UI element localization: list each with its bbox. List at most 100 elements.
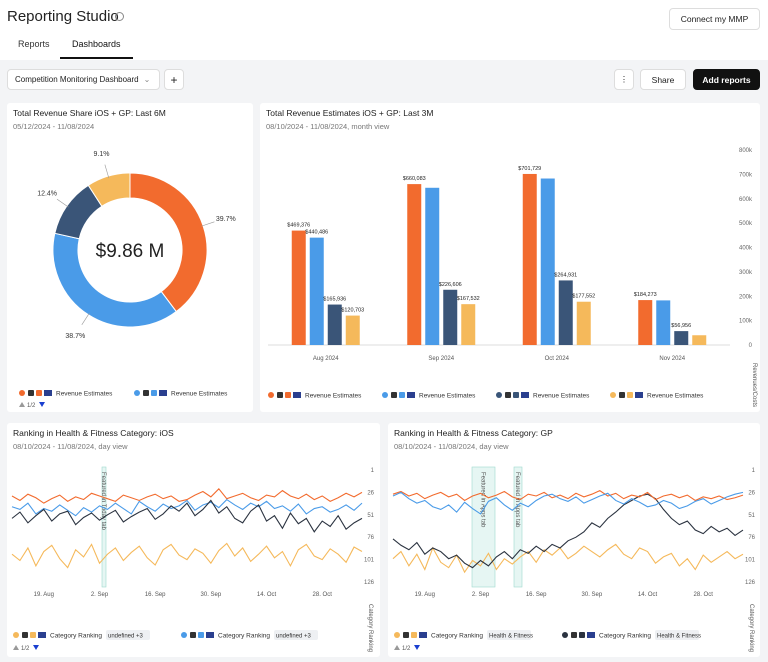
value-label: $440,486 [305,230,328,236]
app-icon [579,632,585,638]
leader-line [81,312,90,325]
x-tick-label: 28. Oct [313,592,333,598]
y-tick-label: 51 [748,513,755,519]
bar [540,178,555,345]
bar [345,315,360,345]
legend-dot [496,392,502,398]
y-tick-label: 0 [749,343,753,349]
info-icon[interactable] [115,12,124,21]
legend-page: 1/2 [21,646,30,652]
value-label: $264,931 [554,272,577,278]
bar [558,280,573,345]
pager-up [394,645,400,650]
x-tick-label: 30. Sep [201,592,222,598]
bar [674,331,689,345]
y-tick-label: 300k [739,270,753,276]
flag-icon [206,632,214,638]
panel-subtitle: 05/12/2024 - 11/08/2024 [13,122,95,131]
legend-label: Revenue Estimates [56,391,113,398]
pager-up [19,402,25,407]
tab-underline [60,57,133,59]
legend-dot [134,390,140,396]
leader-line [56,198,69,208]
legend-dot [394,632,400,638]
chevron: ⌄ [143,75,151,84]
legend-tag [106,630,150,640]
y-tick-label: 400k [739,246,753,252]
y-tick-label: 126 [364,580,375,586]
series-line [11,542,363,569]
pager-down [414,645,420,650]
y-tick-label: 200k [739,294,753,300]
x-tick-label: 16. Sep [526,592,547,598]
donut-slice [129,172,208,313]
add-reports-label: Add reports [702,74,751,85]
value-label: $226,606 [439,282,462,288]
app-icon [30,632,36,638]
value-label: $177,552 [572,294,595,300]
legend-tag [655,630,699,640]
x-tick-label: 30. Sep [582,592,603,598]
series-line [392,543,744,574]
app-icon [627,392,633,398]
value-label: $56,956 [671,323,691,329]
series-line [392,489,744,502]
flag-icon [419,632,427,638]
flag-icon [407,392,415,398]
flag-icon [38,632,46,638]
x-tick-label: 2. Sep [91,592,109,598]
x-tick-label: 19. Aug [415,592,435,598]
connect-button[interactable]: Connect my MMP [669,8,760,30]
x-tick-label: Oct 2024 [545,356,570,362]
dashboard-name: Competition Monitoring Dashboard [15,75,139,84]
panel-subtitle: 08/10/2024 - 11/08/2024, month view [266,122,390,131]
flag-icon [635,392,643,398]
dashboard-select[interactable]: Competition Monitoring Dashboard ⌄ [7,69,160,90]
slice-label: 39.7% [216,216,236,223]
app-icon [143,390,149,396]
panel-subtitle: 08/10/2024 - 11/08/2024, day view [394,442,509,451]
line-panel: Featured in Apps tab Featured in Apps tab… [388,423,760,657]
x-tick-label: Sep 2024 [428,356,454,362]
legend-tag [487,630,531,640]
app-icon [28,390,34,396]
app-icon [403,632,409,638]
tab[interactable]: Reports [18,39,50,49]
add-reports-button[interactable]: Add reports [693,69,760,90]
value-label: $469,376 [287,223,310,229]
flag-icon [293,392,301,398]
bar [309,237,324,345]
app-icon [36,390,42,396]
y-tick-label: 1 [752,468,756,474]
y-axis-title: Category Ranking [748,604,754,652]
app-icon [399,392,405,398]
legend-dot [19,390,25,396]
more-button[interactable]: ⋮ [614,69,634,90]
bar [327,304,342,345]
legend-label: Category Ranking [599,633,651,640]
x-tick-label: Nov 2024 [659,356,685,362]
pager-down [33,645,39,650]
bar [461,304,476,345]
legend-dot [562,632,568,638]
tab-active[interactable]: Dashboards [72,39,121,49]
y-tick-label: 101 [364,558,375,564]
panel-title: Ranking in Health & Fitness Category: GP [394,428,553,438]
flag-icon [587,632,595,638]
chart: 39.7% 38.7% 12.4% 9.1% $9.86 M Revenue Estima… [19,151,236,409]
add-button[interactable]: + [164,69,184,90]
share-label: Share [651,74,675,85]
annotation-label: Featured in Apps tab [480,472,486,528]
series-line [392,491,744,515]
legend-label: Revenue Estimates [419,393,476,400]
panel-subtitle: 08/10/2024 - 11/08/2024, day view [13,442,128,451]
leader-line [104,164,110,179]
center-label: $9.86 M [96,241,165,262]
legend-dot [268,392,274,398]
y-tick-label: 600k [739,197,753,203]
series-line [11,499,363,533]
annotation-label: Featured in Today tab [100,472,106,531]
share-button[interactable]: Share [640,69,686,90]
pager-down [39,402,45,407]
